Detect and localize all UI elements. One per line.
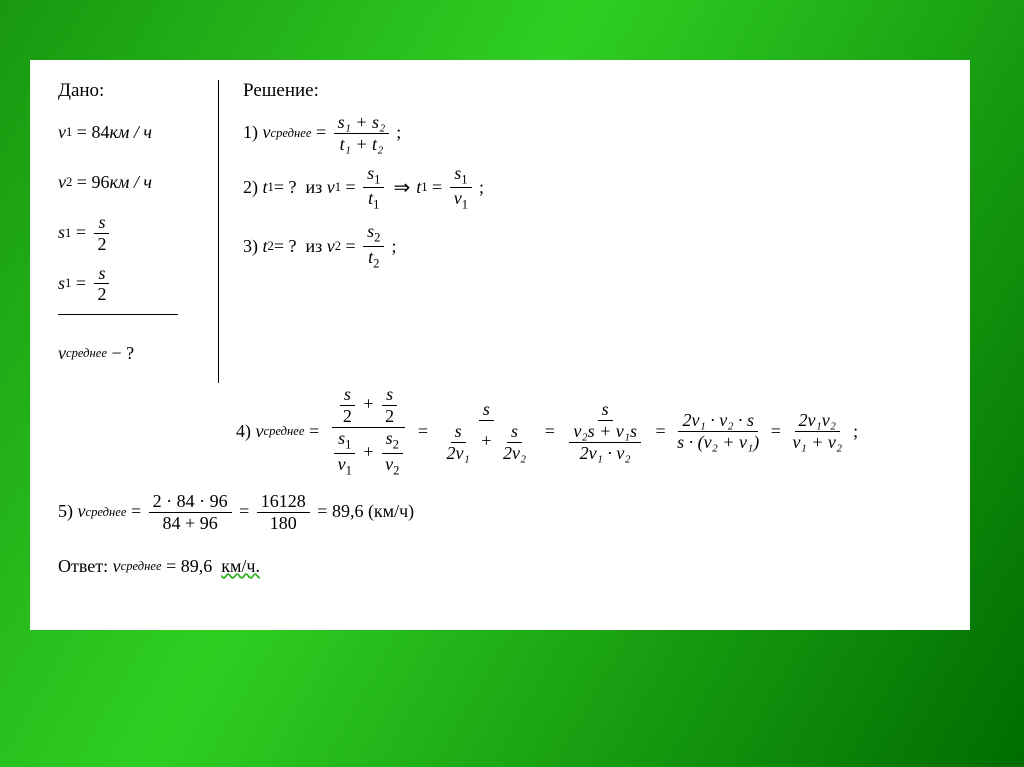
answer-row: Ответ: vсреднее = 89,6 км/ч. (58, 547, 942, 587)
step-4: 4) vсреднее = s2 + s2 s1v1 + s2v2 = (58, 385, 942, 477)
given-title: Дано: (58, 80, 208, 103)
given-column: Дано: v1 = 84 км / ч v2 = 96 км / ч s1 = (58, 80, 219, 383)
solution-column: Решение: 1) vсреднее = s₁ + s₂ t₁ + t₂ ;… (243, 80, 942, 281)
step-2: 2) t1 = ? из v1 = s1 t1 ⇒ t1 = (243, 164, 942, 213)
given-s1: s1 = s 2 (58, 213, 208, 254)
step-3: 3) t2 = ? из v2 = s2 t2 ; (243, 222, 942, 271)
step-1: 1) vсреднее = s₁ + s₂ t₁ + t₂ ; (243, 113, 942, 154)
given-v1: v1 = 84 км / ч (58, 113, 208, 153)
step-5: 5) vсреднее = 2 · 84 · 96 84 + 96 = 1612… (58, 492, 942, 533)
given-separator (58, 314, 178, 315)
solution-title: Решение: (243, 80, 942, 103)
given-s2: s1 = s 2 (58, 264, 208, 305)
given-v2: v2 = 96 км / ч (58, 163, 208, 203)
slide-background: Дано: v1 = 84 км / ч v2 = 96 км / ч s1 = (0, 0, 1024, 767)
answer-label: Ответ: (58, 556, 108, 578)
given-question: vсреднее − ? (58, 333, 208, 373)
top-row: Дано: v1 = 84 км / ч v2 = 96 км / ч s1 = (58, 80, 942, 383)
answer-unit: км/ч. (221, 556, 260, 578)
solution-card: Дано: v1 = 84 км / ч v2 = 96 км / ч s1 = (30, 60, 970, 630)
